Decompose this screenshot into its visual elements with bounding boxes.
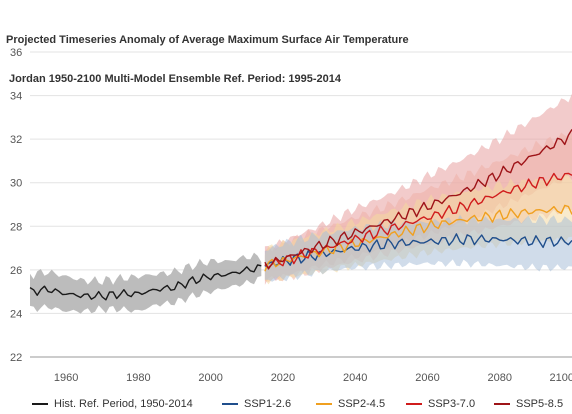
chart-title-line1: Projected Timeseries Anomaly of Average … bbox=[6, 34, 409, 46]
uncertainty-bands bbox=[30, 93, 572, 314]
legend-label: SSP5-8.5 bbox=[516, 398, 564, 410]
y-tick-label: 32 bbox=[10, 134, 22, 146]
x-axis-ticks: 1960 1980 2000 2020 2040 2060 2080 2100 bbox=[54, 372, 572, 384]
legend-item[interactable]: SSP5-8.5 bbox=[494, 398, 563, 410]
line-ssp2-4-5 bbox=[264, 204, 572, 272]
legend-swatch bbox=[494, 403, 510, 405]
band-hist-ref-period-1950-2014 bbox=[30, 252, 262, 314]
line-chart: 22 24 26 28 30 32 34 36 1960 1980 2000 2020 2040 206… bbox=[10, 47, 572, 384]
legend-label: SSP3-7.0 bbox=[428, 398, 476, 410]
legend-label: Hist. Ref. Period, 1950-2014 bbox=[54, 398, 193, 410]
line-ssp1-2-6 bbox=[264, 233, 572, 267]
legend-label: SSP1-2.6 bbox=[244, 398, 292, 410]
legend-label: SSP2-4.5 bbox=[338, 398, 386, 410]
y-tick-label: 30 bbox=[10, 178, 22, 190]
x-tick-label: 2060 bbox=[415, 372, 439, 384]
x-tick-label: 2040 bbox=[343, 372, 367, 384]
y-tick-label: 28 bbox=[10, 221, 22, 233]
legend-item[interactable]: SSP3-7.0 bbox=[406, 398, 475, 410]
y-axis-ticks: 22 24 26 28 30 32 34 36 bbox=[10, 47, 22, 364]
line-ssp5-8-5 bbox=[264, 129, 572, 270]
chart-title: Projected Timeseries Anomaly of Average … bbox=[6, 8, 409, 99]
band-ssp1-2-6 bbox=[264, 214, 572, 282]
x-tick-label: 2000 bbox=[198, 372, 222, 384]
y-tick-label: 26 bbox=[10, 265, 22, 277]
legend-swatch bbox=[222, 403, 238, 405]
legend-item[interactable]: SSP2-4.5 bbox=[316, 398, 385, 410]
legend-swatch bbox=[406, 403, 422, 405]
x-tick-label: 2020 bbox=[271, 372, 295, 384]
x-tick-label: 1980 bbox=[126, 372, 150, 384]
x-tick-label: 2100 bbox=[550, 372, 572, 384]
series-lines bbox=[29, 129, 572, 301]
legend-item[interactable]: Hist. Ref. Period, 1950-2014 bbox=[32, 398, 193, 410]
y-tick-label: 22 bbox=[10, 352, 22, 364]
x-tick-label: 2080 bbox=[487, 372, 511, 384]
legend-swatch bbox=[316, 403, 332, 405]
legend-item[interactable]: SSP1-2.6 bbox=[222, 398, 291, 410]
legend: Hist. Ref. Period, 1950-2014 SSP1-2.6 SSP2… bbox=[0, 396, 572, 414]
chart-title-line2: Jordan 1950-2100 Multi-Model Ensemble Re… bbox=[6, 73, 342, 85]
x-tick-label: 1960 bbox=[54, 372, 78, 384]
y-tick-label: 24 bbox=[10, 308, 22, 320]
y-tick-label: 36 bbox=[10, 47, 22, 59]
y-tick-label: 34 bbox=[10, 91, 22, 103]
line-hist-ref-period-1950-2014 bbox=[29, 264, 262, 301]
line-ssp3-7-0 bbox=[264, 172, 572, 269]
legend-swatch bbox=[32, 403, 48, 405]
